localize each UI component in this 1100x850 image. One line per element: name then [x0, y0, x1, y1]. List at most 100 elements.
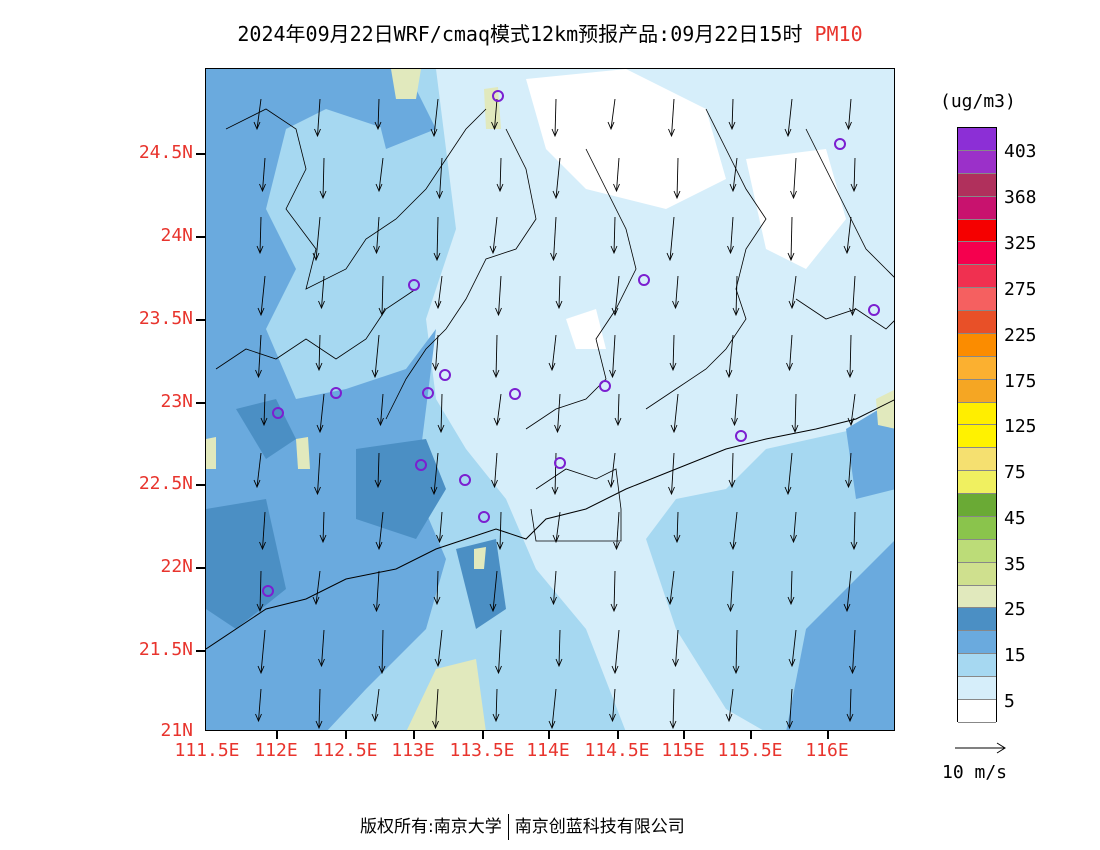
pm10-field-25-35-prd: [474, 547, 486, 569]
wind-arrow: [433, 216, 441, 262]
wind-arrow: [253, 452, 262, 489]
wind-arrow: [316, 393, 325, 434]
wind-arrow: [732, 629, 740, 675]
colorbar-segment: [958, 402, 996, 426]
pm10-field-25-35-north2: [484, 87, 501, 129]
wind-arrow: [430, 452, 439, 496]
colorbar-label: 75: [1004, 462, 1026, 483]
station-marker: [638, 274, 650, 286]
wind-arrow: [610, 216, 618, 255]
colorbar-segment: [958, 448, 996, 472]
pm10-field-15-25-north: [366, 69, 436, 149]
wind-arrow: [548, 688, 557, 730]
wind-arrow: [728, 452, 736, 489]
wind-arrow: [373, 216, 380, 255]
lat-tick-22n: 22N: [160, 556, 193, 577]
wind-arrow: [374, 452, 382, 489]
wind-arrow: [496, 157, 504, 193]
lat-tickmark: [196, 402, 205, 404]
colorbar-segment: [958, 631, 996, 655]
colorbar-segment: [958, 196, 996, 220]
colorbar-label: 35: [1004, 554, 1026, 575]
station-marker: [834, 138, 846, 150]
wind-arrow: [610, 570, 618, 613]
wind-vectors: [253, 98, 858, 730]
wind-arrow: [259, 157, 266, 193]
wind-arrow: [493, 393, 502, 427]
colorbar-label: 403: [1004, 141, 1037, 162]
lat-tick-21-5n: 21.5N: [138, 639, 193, 660]
colorbar-segment: [958, 356, 996, 380]
wind-arrow: [554, 393, 561, 434]
lat-tickmark: [196, 650, 205, 652]
wind-arrow: [669, 688, 677, 730]
wind-arrow: [611, 275, 620, 317]
lat-tickmark: [196, 153, 205, 155]
wind-arrow: [849, 629, 856, 675]
lat-tick-22-5n: 22.5N: [138, 473, 193, 494]
wind-arrow: [849, 275, 856, 317]
station-marker: [599, 380, 611, 392]
monitoring-stations: [262, 90, 880, 597]
lon-tick-114e: 114E: [526, 740, 570, 761]
colorbar-segment: [958, 494, 996, 517]
colorbar-segment: [958, 219, 996, 243]
wind-arrow: [489, 570, 498, 613]
wind-arrow: [673, 511, 681, 544]
pm10-field-lt5-ne: [746, 149, 846, 269]
wind-arrow: [551, 98, 559, 138]
colorbar-segment: [958, 677, 996, 700]
wind-arrow: [318, 275, 325, 310]
wind-arrow: [727, 216, 734, 255]
wind-arrow: [613, 511, 620, 551]
wind-arrow: [843, 570, 852, 613]
wind-arrow: [436, 511, 443, 544]
pm10-field-25-35-east: [876, 390, 894, 429]
colorbar-label: 45: [1004, 508, 1026, 529]
wind-arrow: [728, 98, 736, 131]
station-marker: [492, 90, 504, 102]
station-marker: [478, 511, 490, 523]
colorbar-label: 325: [1004, 233, 1037, 254]
pm10-field-15-25-se: [786, 541, 894, 730]
wind-arrow: [846, 688, 854, 723]
wind-arrow: [731, 393, 738, 427]
colorbar-label: 275: [1004, 279, 1037, 300]
wind-arrow: [787, 216, 795, 262]
lon-tick-115-5e: 115.5E: [717, 740, 783, 761]
wind-arrow: [314, 452, 321, 496]
wind-arrow: [611, 629, 620, 675]
lon-tickmark: [750, 731, 752, 739]
lat-tickmark: [196, 484, 205, 486]
reference-vector-label: 10 m/s: [942, 762, 1008, 783]
colorbar-label: 225: [1004, 325, 1037, 346]
title-species: PM10: [814, 22, 863, 46]
wind-arrow: [259, 511, 266, 551]
province-border-1: [225, 108, 487, 290]
wind-arrow: [374, 98, 382, 131]
wind-arrow: [491, 98, 498, 131]
footer-separator: [507, 814, 509, 840]
wind-arrow: [850, 511, 858, 551]
wind-arrow: [788, 629, 797, 668]
colorbar-label: 125: [1004, 416, 1037, 437]
wind-arrow: [732, 275, 740, 317]
colorbar-segment: [958, 539, 996, 563]
wind-arrow: [672, 629, 679, 668]
lat-tick-23-5n: 23.5N: [138, 308, 193, 329]
colorbar-segment: [958, 699, 996, 723]
wind-arrow: [436, 157, 443, 200]
wind-arrow: [373, 570, 380, 613]
colorbar-label: 25: [1004, 599, 1026, 620]
wind-arrow: [260, 393, 268, 427]
wind-arrow: [787, 570, 795, 606]
station-marker: [459, 474, 471, 486]
wind-arrow: [312, 570, 321, 606]
station-marker: [554, 457, 566, 469]
province-border-3: [525, 148, 637, 430]
wind-arrow: [312, 216, 321, 262]
wind-arrow: [315, 334, 323, 372]
wind-arrow: [725, 334, 734, 379]
colorbar-segment: [958, 425, 996, 449]
wind-arrow: [255, 334, 262, 379]
